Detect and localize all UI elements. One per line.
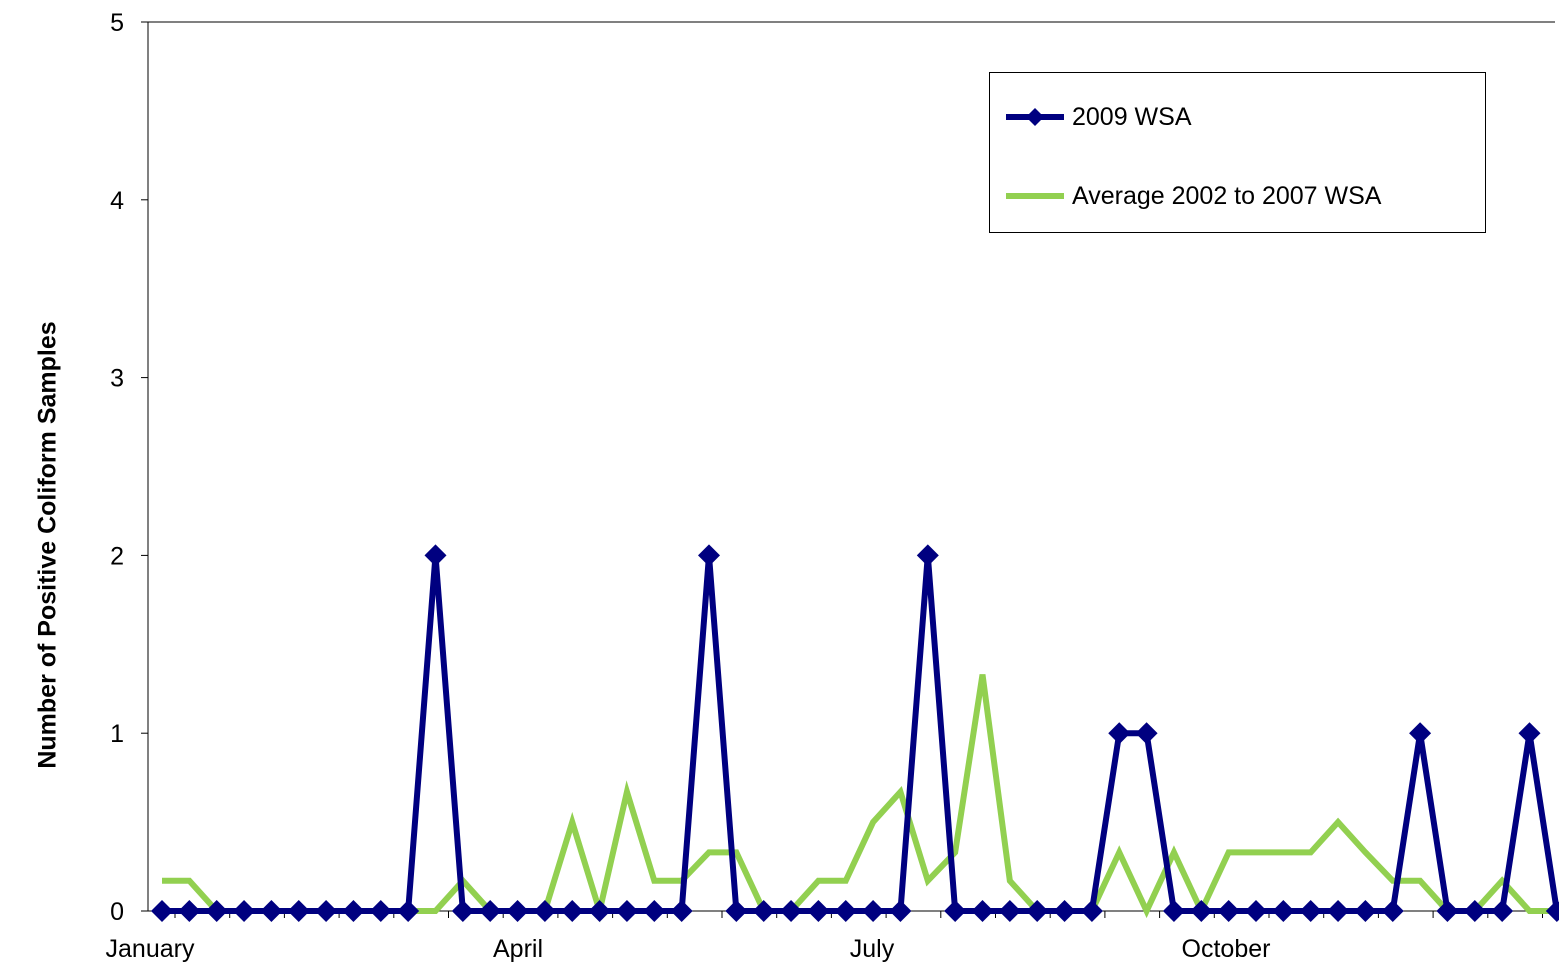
wsa-2009-point (479, 900, 502, 922)
wsa-2009-point (615, 900, 638, 922)
wsa-2009-point (944, 900, 967, 922)
legend: 2009 WSA Average 2002 to 2007 WSA (989, 72, 1486, 233)
y-tick-label: 1 (110, 720, 124, 748)
wsa-2009-point (342, 900, 365, 922)
wsa-2009-point (1381, 900, 1404, 922)
legend-item-wsa-2009: 2009 WSA (1004, 97, 1192, 137)
wsa-2009-point (287, 900, 310, 922)
wsa-2009-point (1354, 900, 1377, 922)
wsa-2009-point (643, 900, 666, 922)
wsa-2009-point (752, 900, 775, 922)
wsa-2009-point (1190, 900, 1213, 922)
x-month-label: April (493, 935, 543, 963)
wsa-2009-point (424, 544, 447, 567)
wsa-2009-point (1080, 900, 1103, 922)
wsa-2009-point (1272, 900, 1295, 922)
y-tick-label: 3 (110, 365, 124, 393)
y-tick-label: 4 (110, 187, 124, 215)
wsa-2009-point (315, 900, 338, 922)
x-month-label: October (1182, 935, 1271, 963)
wsa-2009-point (834, 900, 857, 922)
wsa-2009-point (205, 900, 228, 922)
wsa-2009-point (1162, 900, 1185, 922)
wsa-2009-point (1491, 900, 1514, 922)
wsa-2009-point (1299, 900, 1322, 922)
legend-swatch-wsa-2009 (1006, 108, 1064, 126)
wsa-2009-point (1217, 900, 1240, 922)
wsa-2009-point (533, 900, 556, 922)
wsa-2009-point (1463, 900, 1486, 922)
average-series-layer (162, 674, 1557, 923)
wsa-2009-point (780, 900, 803, 922)
wsa-2009-point (725, 900, 748, 922)
wsa-2009-point (1026, 900, 1049, 922)
average-series-line (162, 674, 1557, 923)
wsa-2009-point (670, 900, 693, 922)
legend-label-average: Average 2002 to 2007 WSA (1072, 181, 1382, 210)
wsa-2009-point (698, 544, 720, 567)
y-tick-label: 5 (110, 9, 124, 37)
wsa-2009-point (233, 900, 256, 922)
wsa-2009-point (1545, 900, 1559, 922)
wsa-2009-point (916, 544, 939, 567)
wsa-2009-point (1409, 722, 1432, 745)
wsa-2009-point (889, 900, 912, 922)
wsa-2009-point (561, 900, 584, 922)
wsa-2009-point (506, 900, 529, 922)
wsa-2009-point (397, 900, 420, 922)
wsa-2009-point (1518, 722, 1541, 745)
wsa-2009-point (998, 900, 1021, 922)
wsa-2009-point (151, 900, 173, 922)
wsa-2009-point (1053, 900, 1076, 922)
wsa-2009-point (1245, 900, 1267, 922)
wsa-2009-point (588, 900, 611, 922)
wsa-2009-point (1135, 722, 1158, 745)
wsa-2009-point (369, 900, 392, 922)
wsa-2009-point (862, 900, 885, 922)
wsa-2009-point (1108, 722, 1131, 745)
tick-label-layer: 0 1 2 3 4 5 January April July October (106, 9, 1271, 963)
wsa-2009-series-layer (151, 544, 1559, 922)
wsa-2009-point (178, 900, 201, 922)
x-month-label: January (106, 935, 195, 963)
y-axis-label: Number of Positive Coliform Samples (33, 321, 62, 769)
y-tick-label: 0 (110, 898, 124, 926)
wsa-2009-point (1327, 900, 1350, 922)
wsa-2009-point (807, 900, 830, 922)
legend-label-wsa-2009: 2009 WSA (1072, 102, 1192, 131)
wsa-2009-point (1436, 900, 1459, 922)
legend-item-average: Average 2002 to 2007 WSA (1004, 176, 1381, 216)
y-tick-label: 2 (110, 542, 124, 570)
wsa-2009-point (451, 900, 474, 922)
x-month-label: July (850, 935, 895, 963)
wsa-2009-point (971, 900, 994, 922)
wsa-2009-series-line (162, 555, 1559, 914)
wsa-2009-point (260, 900, 283, 922)
legend-swatch-average (1006, 193, 1064, 199)
